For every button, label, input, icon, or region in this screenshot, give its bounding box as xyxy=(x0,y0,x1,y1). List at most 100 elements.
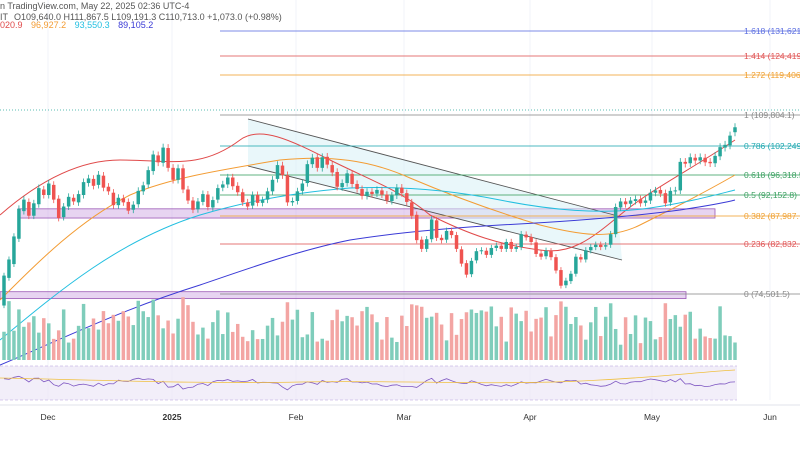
candle-body xyxy=(410,202,414,216)
candle-body xyxy=(206,194,210,207)
volume-bar-15 xyxy=(76,325,81,360)
candle-131 xyxy=(653,186,658,197)
candle-body xyxy=(405,193,409,202)
volume-bar-44 xyxy=(221,334,225,360)
candle-body xyxy=(91,178,96,186)
volume-bar-14 xyxy=(71,338,76,360)
candle-body xyxy=(584,250,588,260)
candle-body xyxy=(151,154,155,172)
candle-body xyxy=(196,201,200,210)
volume-bar-43 xyxy=(216,310,220,360)
candle-body xyxy=(603,245,608,247)
candle-111 xyxy=(554,254,558,274)
candle-body xyxy=(633,199,638,201)
volume-bar-113 xyxy=(564,306,568,360)
candle-body xyxy=(638,199,643,204)
candle-117 xyxy=(584,247,588,263)
candle-98 xyxy=(489,244,494,258)
candle-body xyxy=(101,175,106,188)
volume-bar-47 xyxy=(235,323,240,360)
candle-body xyxy=(7,259,11,278)
candle-81 xyxy=(405,189,409,206)
volume-bar-131 xyxy=(653,339,658,360)
volume-bar-79 xyxy=(395,341,399,360)
candle-7 xyxy=(37,184,41,208)
volume-bar-109 xyxy=(544,307,548,360)
fib-label-0: 0 (74,501.5) xyxy=(744,289,790,299)
candle-115 xyxy=(574,253,578,277)
candle-body xyxy=(564,280,568,286)
candle-body xyxy=(643,200,648,203)
ma-value-3: 93,550.3 xyxy=(75,20,110,30)
candle-54 xyxy=(270,176,275,195)
candle-body xyxy=(226,177,230,185)
candle-85 xyxy=(424,236,429,252)
volume-bar-32 xyxy=(161,328,165,360)
volume-bar-124 xyxy=(618,344,623,360)
candle-22 xyxy=(111,189,116,209)
candle-135 xyxy=(673,186,678,195)
volume-bar-143 xyxy=(713,338,717,360)
candle-body xyxy=(579,257,583,260)
candle-body xyxy=(335,171,339,187)
candle-body xyxy=(106,186,111,192)
volume-bar-4 xyxy=(22,326,26,360)
candle-body xyxy=(355,183,359,190)
volume-bar-27 xyxy=(136,300,141,360)
volume-bar-58 xyxy=(290,319,295,360)
volume-bar-111 xyxy=(554,315,558,360)
x-tick-label-Jun: Jun xyxy=(763,412,777,422)
candle-21 xyxy=(106,183,111,195)
x-tick-label-Apr: Apr xyxy=(523,412,536,422)
candle-body xyxy=(86,178,91,184)
candle-14 xyxy=(71,194,76,205)
volume-bar-92 xyxy=(459,319,464,360)
candle-body xyxy=(22,199,26,212)
candle-body xyxy=(380,190,384,195)
candle-76 xyxy=(380,186,384,199)
candle-94 xyxy=(469,257,474,278)
volume-bar-142 xyxy=(708,338,712,360)
rsi-ma-line xyxy=(0,369,736,384)
candle-body xyxy=(235,185,240,193)
volume-bar-25 xyxy=(126,316,131,360)
candle-103 xyxy=(514,243,518,252)
volume-bar-105 xyxy=(524,310,528,360)
volume-bar-99 xyxy=(494,326,499,360)
candle-132 xyxy=(658,186,663,198)
volume-bar-40 xyxy=(201,327,205,360)
candle-body xyxy=(61,206,66,218)
volume-bar-138 xyxy=(688,311,692,360)
candle-87 xyxy=(434,217,439,242)
candle-17 xyxy=(86,174,91,187)
candle-35 xyxy=(176,164,180,184)
candle-69 xyxy=(345,169,349,187)
candle-13 xyxy=(66,193,71,210)
volume-bar-12 xyxy=(61,309,66,360)
candle-136 xyxy=(678,158,683,194)
volume-bar-6 xyxy=(32,316,36,360)
candle-body xyxy=(350,173,354,184)
volume-bar-7 xyxy=(37,332,41,360)
candle-6 xyxy=(32,199,36,220)
fib-label-1: 1 (109,804.1) xyxy=(744,110,795,120)
candle-body xyxy=(559,270,563,286)
candle-50 xyxy=(250,191,255,210)
candle-116 xyxy=(579,254,583,263)
candle-body xyxy=(295,191,300,201)
candle-89 xyxy=(444,227,449,243)
candle-body xyxy=(37,188,41,205)
candle-body xyxy=(370,191,374,195)
volume-bar-62 xyxy=(310,312,315,360)
candle-body xyxy=(315,157,320,168)
candle-68 xyxy=(340,179,344,191)
candle-73 xyxy=(365,188,369,200)
volume-bar-126 xyxy=(628,334,633,360)
header-ohlc: O109,640.0 H111,867.5 L109,191.3 C110,71… xyxy=(14,12,282,22)
fib-label-0.618: 0.618 (96,318.5 xyxy=(744,170,800,180)
volume-bar-0 xyxy=(2,331,6,360)
candle-body xyxy=(265,191,270,200)
candle-5 xyxy=(27,198,31,220)
volume-bar-41 xyxy=(206,338,210,360)
candle-137 xyxy=(683,158,688,168)
